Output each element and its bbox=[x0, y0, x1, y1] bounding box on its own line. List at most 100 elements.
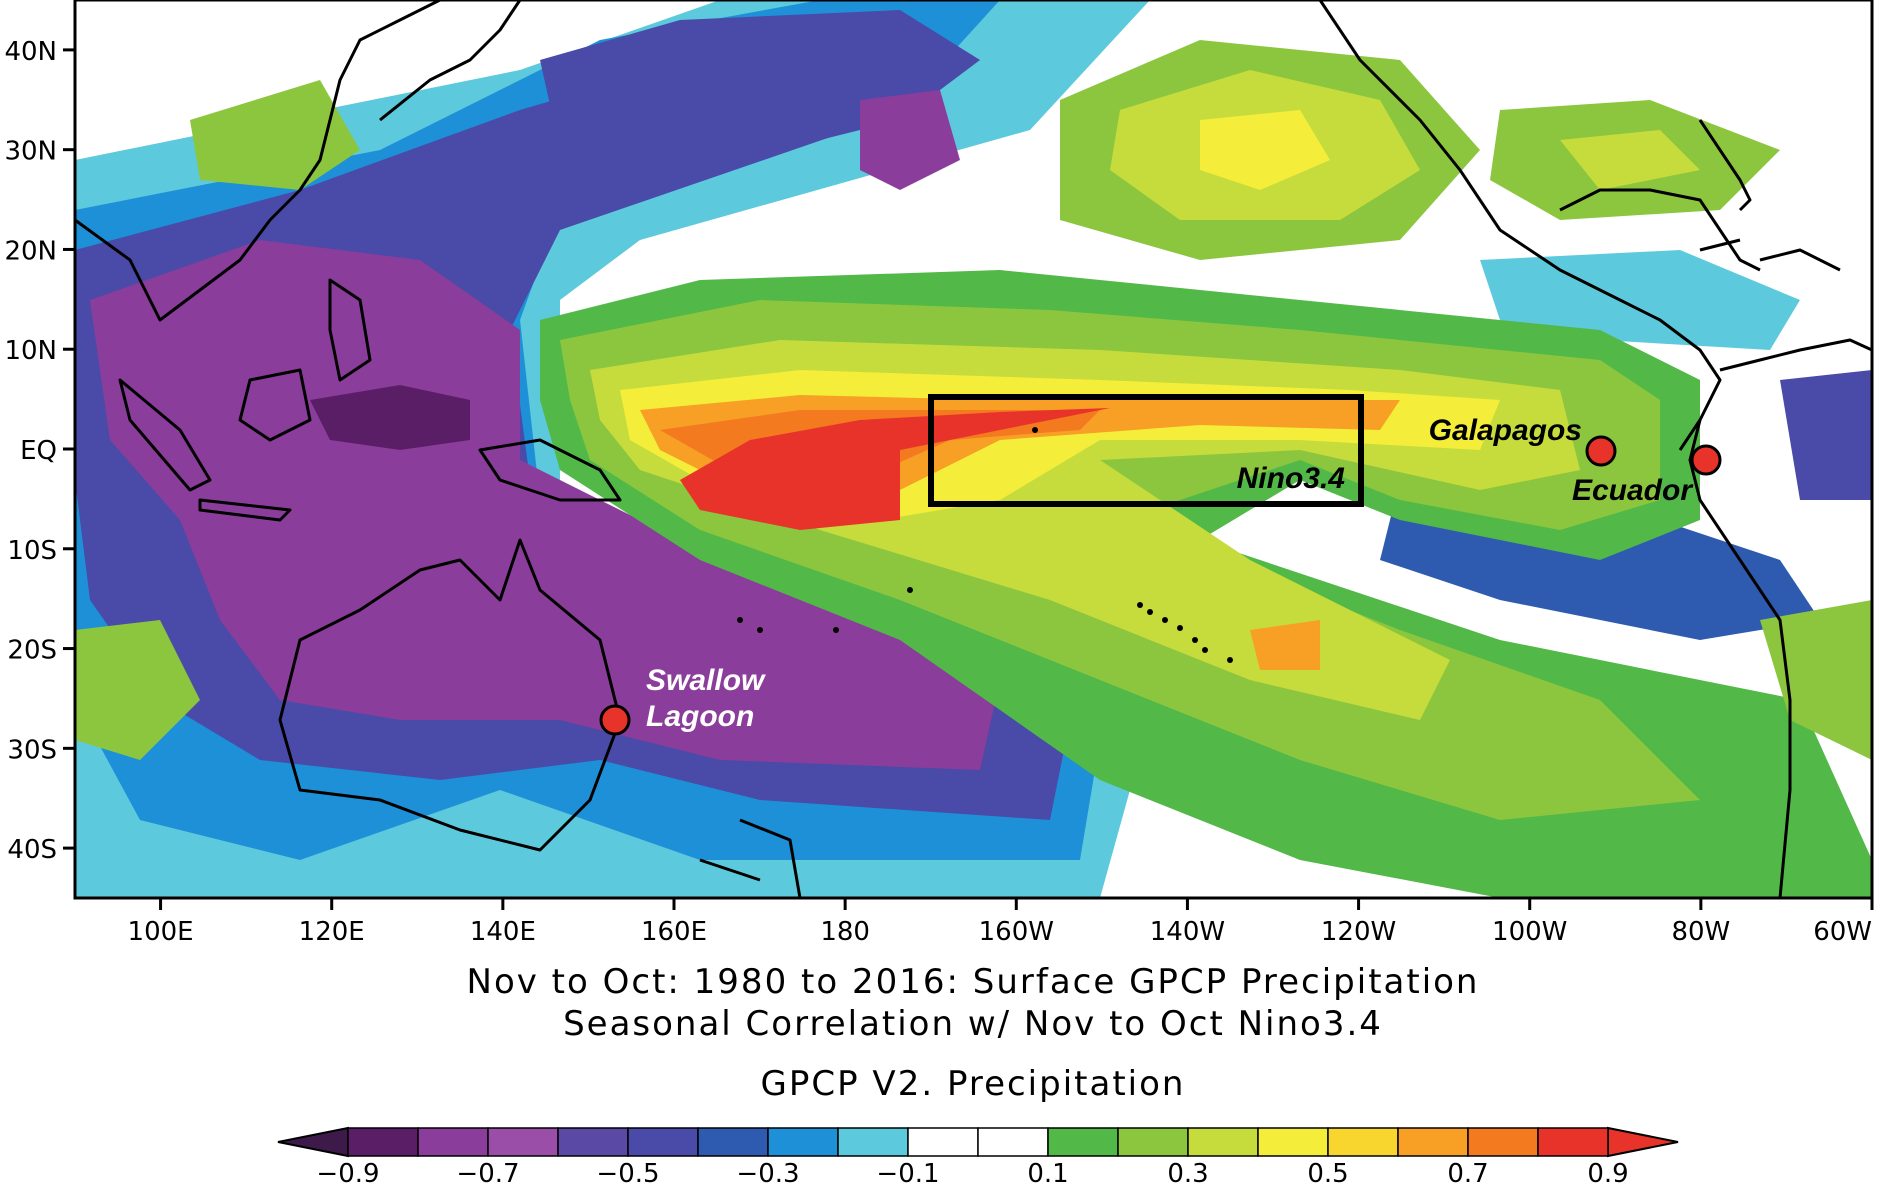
nino34-box bbox=[928, 394, 1364, 507]
lat-tick-label: 30N bbox=[4, 137, 57, 167]
ecuador-marker bbox=[1690, 444, 1722, 476]
colorbar-swatch bbox=[1537, 1127, 1609, 1157]
lon-tick-label: 120W bbox=[1321, 917, 1396, 947]
contour-pos-09 bbox=[680, 408, 1110, 530]
colorbar-tick-label: −0.7 bbox=[456, 1159, 519, 1184]
swallow-lagoon-marker bbox=[599, 704, 631, 736]
colorbar-swatch bbox=[977, 1127, 1049, 1157]
coast-philippines bbox=[328, 278, 372, 382]
coast-asia bbox=[75, 0, 441, 322]
title-line-3: GPCP V2. Precipitation bbox=[761, 1064, 1186, 1104]
correlation-map: Nino3.4 Galapagos Ecuador Swallow Lagoon bbox=[75, 0, 1872, 898]
colorbar-tick-label: −0.1 bbox=[876, 1159, 939, 1184]
coast-north-america bbox=[1318, 0, 1722, 451]
colorbar-swatch bbox=[767, 1127, 839, 1157]
correlation-contours bbox=[75, 0, 1872, 898]
latitude-axis: 40N 30N 20N 10N EQ 10S 20S 30S 40S bbox=[4, 37, 75, 865]
swallow-lagoon-label-line2: Lagoon bbox=[646, 700, 754, 733]
lat-tick-label: 10N bbox=[4, 336, 57, 366]
lat-tick-label: 40S bbox=[7, 835, 57, 865]
lat-tick-label: 20S bbox=[7, 636, 57, 666]
lon-tick-label: 60W bbox=[1813, 917, 1872, 947]
colorbar-swatch bbox=[1257, 1127, 1329, 1157]
colorbar-swatch bbox=[627, 1127, 699, 1157]
lon-tick-label: 180 bbox=[820, 917, 870, 947]
colorbar-swatch bbox=[487, 1127, 559, 1157]
colorbar-swatch bbox=[347, 1127, 419, 1157]
nino34-box-group: Nino3.4 bbox=[928, 394, 1364, 507]
lat-tick-label: 20N bbox=[4, 236, 57, 266]
site-markers: Galapagos Ecuador Swallow Lagoon bbox=[599, 414, 1722, 736]
colorbar-under-arrow bbox=[277, 1126, 349, 1158]
lon-tick-label: 140W bbox=[1150, 917, 1225, 947]
colorbar-tick-label: 0.3 bbox=[1167, 1159, 1208, 1184]
lon-tick-label: 80W bbox=[1671, 917, 1730, 947]
lon-tick-label: 140E bbox=[470, 917, 536, 947]
titles: Nov to Oct: 1980 to 2016: Surface GPCP P… bbox=[467, 962, 1480, 1104]
galapagos-marker bbox=[1585, 435, 1617, 467]
coast-borneo bbox=[238, 368, 312, 442]
colorbar-swatch bbox=[1047, 1127, 1119, 1157]
colorbar-tick-label: 0.5 bbox=[1307, 1159, 1348, 1184]
coast-florida bbox=[1698, 119, 1752, 212]
longitude-axis: 100E 120E 140E 160E 180 160W 140W 120W 100W 80W 60… bbox=[128, 898, 1874, 947]
colorbar: −0.9 −0.7 −0.5 −0.3 −0.1 0.1 0.3 0.5 0.7 0.9 bbox=[277, 1126, 1679, 1188]
coast-sumatra bbox=[118, 378, 212, 492]
lon-tick-label: 100W bbox=[1492, 917, 1567, 947]
lon-tick-label: 160W bbox=[979, 917, 1054, 947]
lon-tick-label: 100E bbox=[128, 917, 194, 947]
colorbar-tick-label: −0.9 bbox=[316, 1159, 379, 1184]
colorbar-tick-label: −0.3 bbox=[736, 1159, 799, 1184]
contour-neg-07 bbox=[90, 240, 1000, 770]
colorbar-tick-label: 0.7 bbox=[1447, 1159, 1488, 1184]
coast-caribbean bbox=[1699, 238, 1841, 272]
colorbar-swatch bbox=[417, 1127, 489, 1157]
contour-pos-usa2 bbox=[1560, 130, 1700, 190]
nino34-label: Nino3.4 bbox=[1237, 462, 1346, 495]
lon-tick-label: 160E bbox=[641, 917, 707, 947]
colorbar-swatch bbox=[1187, 1127, 1259, 1157]
coast-south-america bbox=[1688, 419, 1792, 898]
coast-japan bbox=[379, 0, 522, 122]
swallow-lagoon-label-line1: Swallow bbox=[646, 664, 766, 697]
title-line-1: Nov to Oct: 1980 to 2016: Surface GPCP P… bbox=[467, 962, 1480, 1002]
colorbar-swatch bbox=[1467, 1127, 1539, 1157]
contour-neg-caribbean bbox=[1480, 250, 1800, 350]
contour-pos-sth bbox=[1250, 620, 1320, 670]
contour-neg-east bbox=[1780, 370, 1872, 500]
galapagos-label: Galapagos bbox=[1429, 414, 1582, 447]
contour-pos-sa bbox=[1760, 600, 1872, 760]
lat-tick-label: 40N bbox=[4, 37, 57, 67]
coast-gulf bbox=[1559, 188, 1761, 272]
colorbar-swatch bbox=[697, 1127, 769, 1157]
contour-neg-pac-n2 bbox=[860, 90, 960, 190]
coast-new-zealand bbox=[699, 818, 802, 898]
colorbar-tick-label: 0.1 bbox=[1027, 1159, 1068, 1184]
colorbar-swatch bbox=[1397, 1127, 1469, 1157]
colorbar-tick-label: −0.5 bbox=[596, 1159, 659, 1184]
contour-neg-pac-n bbox=[540, 10, 980, 170]
contour-pos-west bbox=[75, 620, 200, 760]
title-line-2: Seasonal Correlation w/ Nov to Oct Nino3… bbox=[563, 1004, 1383, 1044]
colorbar-swatch bbox=[557, 1127, 629, 1157]
coast-sa-north bbox=[1719, 338, 1872, 372]
lon-tick-label: 120E bbox=[299, 917, 365, 947]
coastlines bbox=[75, 0, 1872, 898]
colorbar-over-arrow bbox=[1607, 1126, 1679, 1158]
coast-australia bbox=[278, 538, 622, 852]
lat-tick-label: 10S bbox=[7, 536, 57, 566]
contour-neg-09 bbox=[310, 385, 470, 450]
coast-java bbox=[198, 498, 292, 522]
contour-pos-npac3 bbox=[1200, 110, 1330, 190]
ecuador-label: Ecuador bbox=[1572, 474, 1694, 507]
lat-tick-label: 30S bbox=[7, 735, 57, 765]
lat-tick-label: EQ bbox=[20, 436, 57, 466]
colorbar-swatch bbox=[837, 1127, 909, 1157]
colorbar-tick-label: 0.9 bbox=[1587, 1159, 1628, 1184]
colorbar-swatch bbox=[1117, 1127, 1189, 1157]
coast-new-guinea bbox=[478, 438, 622, 502]
colorbar-swatch bbox=[1327, 1127, 1399, 1157]
pacific-islands bbox=[737, 427, 1233, 663]
colorbar-swatch bbox=[907, 1127, 979, 1157]
